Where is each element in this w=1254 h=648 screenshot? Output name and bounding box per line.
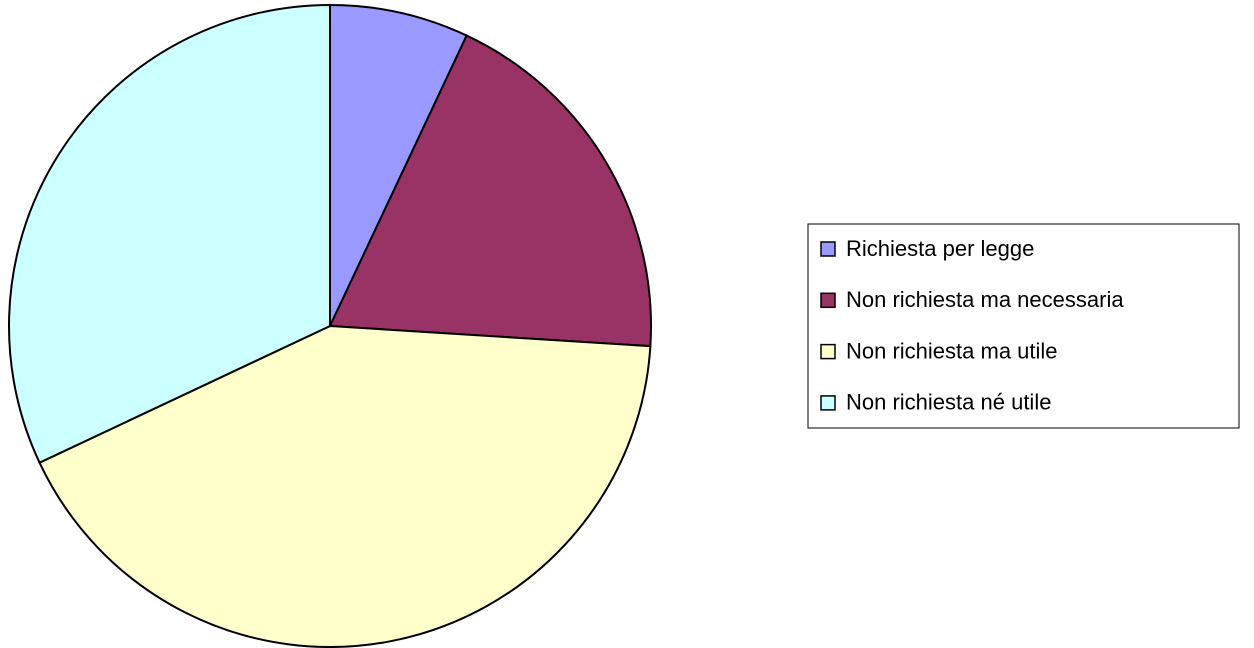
legend-swatch <box>820 241 836 257</box>
pie <box>8 3 652 648</box>
legend-swatch <box>820 292 836 309</box>
legend-label: Non richiesta né utile <box>846 390 1051 415</box>
pie-slice <box>38 324 652 648</box>
legend-swatch <box>820 343 836 360</box>
pie-slice <box>328 34 652 348</box>
pie-slice <box>329 3 469 327</box>
legend-label: Non richiesta ma utile <box>846 338 1058 363</box>
legend-swatch <box>820 395 836 411</box>
legend-label: Richiesta per legge <box>846 236 1034 261</box>
pie-slice <box>8 3 331 465</box>
legend-label: Non richiesta ma necessaria <box>846 287 1124 312</box>
legend: Richiesta per legge Non richiesta ma nece… <box>820 236 1124 415</box>
legend-box <box>807 223 1240 429</box>
